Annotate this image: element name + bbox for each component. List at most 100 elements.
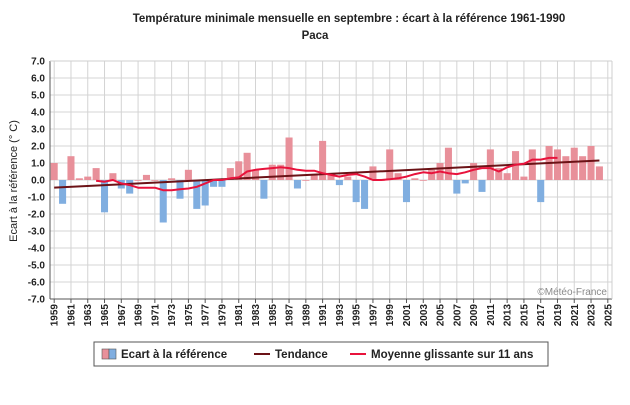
bar-1990 [310, 174, 318, 180]
x-tick-label: 1963 [83, 304, 94, 327]
bar-1994 [344, 176, 352, 180]
y-tick-label: 2.0 [31, 142, 45, 153]
bar-2015 [520, 176, 528, 180]
x-tick-label: 2011 [486, 304, 497, 326]
bar-1989 [302, 180, 310, 181]
bar-2011 [486, 149, 494, 180]
legend-swatch-positive [101, 348, 110, 360]
bar-1979 [218, 180, 226, 187]
y-axis-label: Ecart à la référence (° C) [8, 120, 20, 242]
y-tick-label: -7.0 [28, 295, 46, 306]
x-tick-label: 2019 [553, 304, 564, 327]
bar-1999 [386, 149, 394, 180]
x-tick-label: 1981 [234, 304, 245, 327]
x-tick-label: 2003 [419, 304, 430, 327]
bar-1972 [159, 180, 167, 223]
x-tick-label: 2005 [436, 304, 447, 327]
x-tick-label: 1993 [335, 304, 346, 327]
bar-1960 [59, 180, 67, 204]
bar-1977 [201, 180, 209, 206]
y-tick-label: -5.0 [28, 261, 46, 272]
bar-1964 [92, 168, 100, 180]
bar-1997 [369, 166, 377, 180]
bar-1992 [327, 174, 335, 180]
x-tick-label: 1995 [352, 304, 363, 327]
bar-1959 [50, 163, 58, 180]
bar-2020 [562, 156, 570, 180]
bar-1984 [260, 180, 268, 199]
bar-1993 [335, 180, 343, 186]
x-tick-label: 1973 [167, 304, 178, 327]
legend-label-deviation: Ecart à la référence [121, 349, 227, 361]
x-tick-label: 1997 [368, 304, 379, 327]
bar-2023 [587, 146, 595, 180]
y-tick-label: -2.0 [28, 210, 46, 221]
x-tick-label: 1965 [100, 304, 111, 327]
bar-2006 [444, 147, 452, 180]
bar-2007 [453, 180, 461, 194]
x-tick-label: 2017 [536, 304, 547, 327]
y-tick-label: 1.0 [31, 159, 45, 170]
bar-1966 [109, 173, 117, 180]
bar-1991 [319, 140, 327, 180]
x-tick-label: 1999 [385, 304, 396, 327]
bar-2001 [402, 180, 411, 203]
legend-label-trend: Tendance [275, 349, 328, 361]
x-tick-label: 2023 [587, 304, 598, 327]
y-tick-label: -4.0 [28, 244, 46, 255]
bar-2017 [537, 180, 545, 203]
x-tick-label: 1979 [217, 304, 228, 327]
bar-1969 [134, 180, 142, 181]
x-tick-label: 1987 [285, 304, 296, 327]
x-tick-label: 1983 [251, 304, 262, 327]
x-tick-label: 2007 [452, 304, 463, 327]
y-tick-label: 4.0 [31, 108, 45, 119]
x-tick-label: 1961 [66, 304, 77, 327]
bar-2019 [553, 149, 562, 180]
bar-1986 [277, 164, 285, 180]
y-tick-label: 5.0 [31, 91, 45, 102]
x-tick-label: 1991 [318, 304, 329, 327]
bar-1970 [142, 174, 150, 180]
bar-2002 [411, 178, 419, 180]
bar-2008 [461, 180, 469, 184]
bar-2012 [495, 168, 503, 180]
bar-2024 [595, 166, 603, 180]
x-tick-label: 1989 [301, 304, 312, 327]
x-tick-label: 2021 [570, 304, 581, 327]
bar-1981 [235, 161, 243, 180]
y-tick-label: 7.0 [31, 57, 45, 68]
x-tick-label: 1975 [184, 304, 195, 327]
legend-box [93, 341, 549, 367]
bar-1978 [210, 180, 218, 187]
legend-label-moving-average: Moyenne glissante sur 11 ans [371, 349, 533, 361]
bar-2000 [394, 173, 402, 180]
chart-title: Température minimale mensuelle en septem… [133, 13, 566, 25]
bar-2010 [478, 180, 486, 192]
bar-1962 [75, 178, 83, 180]
bar-1965 [100, 180, 109, 213]
bar-2004 [428, 169, 436, 180]
bar-1963 [84, 176, 92, 180]
chart-subtitle: Paca [302, 30, 329, 42]
bar-2009 [470, 163, 478, 180]
bar-2003 [419, 180, 427, 181]
bar-1983 [251, 169, 260, 180]
lines [54, 156, 600, 192]
bar-1995 [352, 180, 360, 203]
y-tick-label: -1.0 [28, 193, 46, 204]
x-tick-label: 1959 [50, 304, 61, 327]
x-tick-label: 2001 [402, 304, 413, 327]
x-tick-label: 1971 [150, 304, 161, 327]
x-tick-label: 1969 [134, 304, 145, 327]
grid [50, 60, 612, 300]
y-tick-label: 0.0 [31, 176, 45, 187]
bar-1971 [151, 180, 159, 181]
bar-2021 [570, 147, 578, 180]
credit-watermark: ©Météo-France [537, 287, 607, 298]
bar-1987 [285, 137, 293, 180]
y-tick-label: -3.0 [28, 227, 46, 238]
bar-2013 [503, 173, 511, 180]
bar-1968 [126, 180, 134, 194]
bar-1980 [226, 168, 234, 180]
